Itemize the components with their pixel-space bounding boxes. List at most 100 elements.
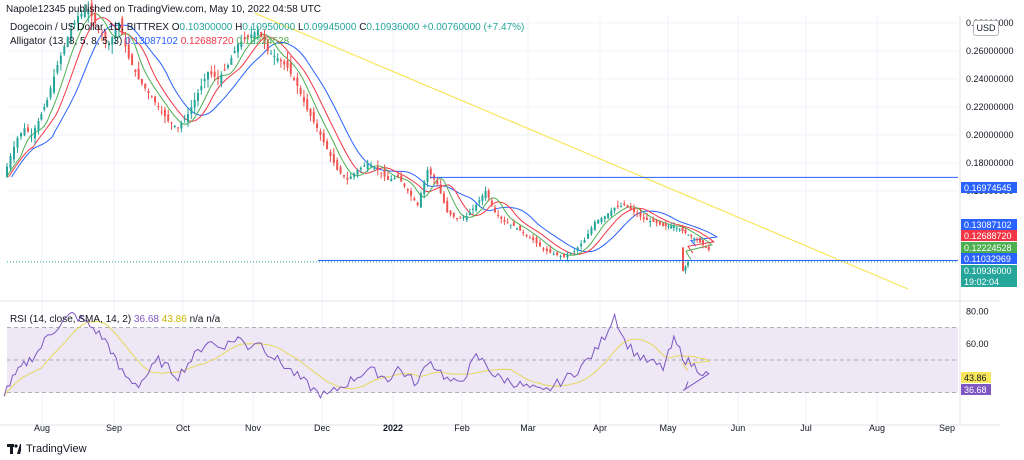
candle-body [576, 247, 579, 251]
candle-body [260, 31, 263, 37]
candle-body [396, 174, 399, 177]
candle-body [607, 213, 610, 219]
candle-body [177, 127, 180, 129]
candle-body [559, 255, 562, 257]
rsi-na-2: n/a [206, 314, 221, 325]
candle-body [593, 221, 596, 230]
candle-body [380, 172, 383, 174]
candle-body [419, 193, 422, 208]
candle-body [542, 248, 545, 250]
candle-body [336, 160, 339, 170]
candle-body [223, 69, 226, 71]
candle-body [645, 217, 648, 220]
candle-body [250, 34, 253, 38]
candle-body [528, 237, 531, 239]
candle-body [623, 203, 626, 205]
x-tick-label: 2022 [383, 423, 403, 433]
candle-body [583, 240, 586, 243]
candle-body [94, 13, 97, 23]
candle-body [66, 37, 69, 47]
candle-body [213, 71, 216, 77]
candle-body [681, 227, 684, 232]
candle-body [306, 99, 309, 110]
candle-body [403, 183, 406, 187]
x-tick-label: Apr [593, 423, 607, 433]
candle-body [519, 225, 522, 231]
candle-body [687, 262, 689, 266]
candle-body [446, 200, 449, 212]
candle-body [114, 30, 117, 38]
candle-body [626, 205, 629, 208]
candle-body [616, 205, 619, 207]
candle-body [620, 205, 623, 207]
x-tick-label: Oct [176, 423, 191, 433]
candle-body [339, 167, 342, 174]
alligator-lips-line [6, 12, 713, 260]
candle-body [56, 65, 59, 73]
candle-body [353, 173, 356, 177]
x-tick-label: Sep [939, 423, 955, 433]
candle-body [90, 3, 93, 17]
candle-body [704, 247, 707, 249]
candle-body [190, 107, 193, 115]
candle-body [603, 216, 606, 220]
candle-body [342, 175, 345, 177]
candle-body [207, 72, 209, 80]
candle-body [386, 176, 389, 180]
y-tick-label: 0.24000000 [966, 74, 1014, 84]
candle-body [506, 222, 509, 224]
candle-body [37, 121, 40, 131]
publisher-line: Napole12345 published on TradingView.com… [6, 4, 322, 15]
candle-body [436, 181, 439, 184]
candle-body [363, 165, 366, 167]
candle-body [684, 266, 687, 271]
x-tick-label: May [659, 423, 677, 433]
low-label: L [298, 22, 304, 33]
candle-body [227, 65, 229, 68]
candle-body [670, 226, 673, 229]
tradingview-logo[interactable]: TradingView [7, 443, 87, 455]
candle-body [230, 58, 233, 65]
rsi-na-1: n/a [189, 314, 204, 325]
open-label: O [171, 22, 180, 33]
candle-body [200, 86, 203, 91]
price-label-horizontal-line: 0.16974545 [964, 183, 1012, 193]
candle-body [217, 77, 219, 79]
candle-body [157, 106, 160, 108]
candle-body [687, 234, 690, 236]
candle-body [449, 210, 452, 215]
candle-body [535, 237, 538, 244]
candle-body [49, 88, 52, 98]
price-label-last-price: 0.10936000 [964, 266, 1012, 276]
currency-badge[interactable]: USD [973, 20, 999, 36]
candle-body [439, 184, 442, 194]
candle-body [490, 200, 493, 205]
alligator-lips-value: 0.12224528 [236, 36, 290, 47]
symbol-name: Dogecoin / US Dollar, 1D, BITTREX [10, 22, 169, 33]
candle-body [63, 46, 66, 55]
candle-body [487, 190, 490, 198]
price-label-bg [961, 242, 1017, 253]
candle-body [20, 132, 22, 137]
candle-body [545, 248, 548, 252]
symbol-legend: Dogecoin / US Dollar, 1D, BITTREX O0.103… [10, 22, 524, 33]
candle-body [655, 220, 658, 224]
candle-body [359, 167, 362, 170]
candle-body [349, 176, 352, 179]
candle-body [566, 254, 569, 258]
candle-body [597, 219, 600, 224]
candle-body [53, 76, 55, 93]
candle-body [134, 69, 137, 72]
candle-body [636, 212, 639, 215]
candle-body [416, 202, 419, 205]
candle-body [456, 217, 459, 219]
candle-body [346, 177, 349, 180]
candle-body [400, 175, 403, 182]
candle-body [552, 254, 555, 255]
rsi-legend: RSI (14, close, SMA, 14, 2) 36.68 43.86 … [10, 314, 220, 325]
tradingview-logo-icon [7, 444, 21, 454]
candle-body [629, 206, 632, 210]
candle-body [587, 233, 589, 239]
trendline [254, 12, 909, 290]
